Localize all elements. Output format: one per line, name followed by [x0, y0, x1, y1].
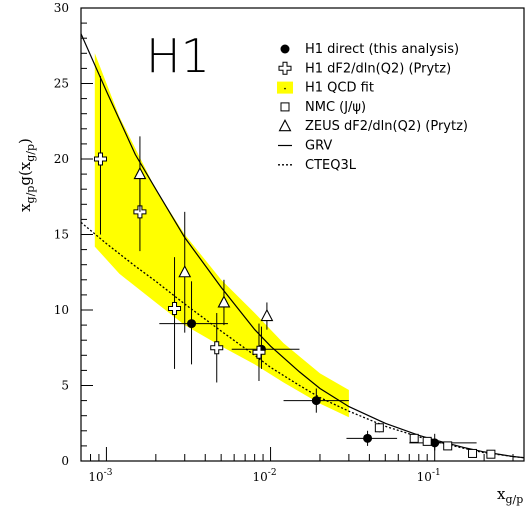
- nmc-marker: [409, 433, 419, 443]
- zeus-marker: [260, 308, 274, 322]
- h1_prytz-point: [210, 313, 224, 383]
- h1_prytz-point: [252, 323, 266, 381]
- zeus-marker: [217, 295, 231, 308]
- y-tick-label: 20: [54, 152, 69, 166]
- y-tick-label: 15: [54, 228, 69, 242]
- zeus-point: [178, 211, 192, 333]
- nmc-point: [374, 423, 384, 433]
- theory-curves-layer: [80, 33, 525, 459]
- h1_prytz-marker: [252, 345, 266, 359]
- legend-item-qcd_fit: H1 QCD fit: [277, 81, 374, 96]
- legend-item-h1_prytz: H1 dF2/dln(Q2) (Prytz): [278, 61, 451, 76]
- h1_prytz-point: [168, 257, 182, 369]
- data-points-layer: [93, 75, 496, 459]
- h1_prytz-marker: [93, 152, 107, 166]
- legend-marker: [278, 119, 292, 132]
- x-label-main: x: [497, 485, 506, 503]
- qcd-fit-band-layer: [94, 53, 349, 418]
- legend-label: CTEQ3L: [305, 158, 357, 173]
- y-axis-label: xg/pg(xg/p): [16, 138, 37, 212]
- y-label-sub1: g/p: [24, 186, 37, 204]
- h1_direct-point: [283, 388, 349, 413]
- legend-label: NMC (J/ψ): [305, 100, 366, 115]
- zeus-marker: [133, 166, 147, 180]
- x-tick-label: 10-2: [253, 468, 277, 484]
- y-tick-label: 0: [61, 454, 69, 468]
- h1-logo: H1: [146, 29, 210, 83]
- h1_prytz-marker: [168, 301, 182, 315]
- h1_direct-point: [346, 430, 398, 446]
- legend-marker: [280, 102, 290, 112]
- h1_direct-marker: [187, 319, 197, 329]
- legend-item-grv: GRV: [278, 139, 332, 154]
- qcd-fit-band: [94, 53, 349, 418]
- y-label-sub2: g/p: [24, 144, 37, 162]
- nmc-point: [409, 433, 419, 443]
- nmc-point: [443, 441, 453, 451]
- legend-marker: [280, 44, 290, 54]
- h1_direct-marker: [430, 438, 440, 448]
- zeus-marker: [178, 265, 192, 278]
- x-label-sub: g/p: [505, 493, 523, 506]
- y-tick-label: 30: [54, 1, 69, 15]
- legend-item-cteq: CTEQ3L: [278, 158, 357, 173]
- nmc-marker: [443, 441, 453, 451]
- y-label-close: ): [16, 138, 34, 144]
- h1_direct-marker: [363, 433, 373, 443]
- legend-marker: [278, 61, 292, 75]
- grv-curve: [80, 33, 525, 459]
- legend-item-h1_direct: H1 direct (this analysis): [280, 42, 459, 57]
- legend-label: GRV: [305, 139, 332, 154]
- legend-label: H1 QCD fit: [305, 81, 374, 96]
- h1_prytz-point: [93, 75, 107, 235]
- y-tick-label: 5: [61, 379, 69, 393]
- x-axis-label: xg/p: [497, 485, 523, 506]
- legend-band-dot: [284, 87, 286, 90]
- nmc-point: [422, 436, 432, 446]
- y-label-mid: g(x: [16, 161, 34, 185]
- axes-layer: 0 5 10 15 20 25 30 10-3 10-2 10-1: [54, 1, 514, 484]
- x-tick-label: 10-1: [417, 468, 441, 484]
- nmc-marker: [486, 449, 496, 459]
- h1_direct-marker: [311, 396, 321, 406]
- y-label-main: x: [16, 203, 34, 212]
- nmc-point: [486, 449, 496, 459]
- legend-label: ZEUS dF2/dln(Q2) (Prytz): [305, 119, 468, 134]
- zeus-point: [217, 279, 231, 326]
- x-tick-label: 10-3: [88, 468, 112, 484]
- legend: H1 direct (this analysis) H1 dF2/dln(Q2) …: [277, 42, 468, 173]
- legend-band-swatch: [277, 81, 293, 94]
- nmc-point: [468, 448, 478, 458]
- zeus-point: [133, 136, 147, 212]
- cteq-curve: [80, 221, 525, 459]
- legend-label: H1 direct (this analysis): [305, 42, 459, 57]
- nmc-marker: [468, 448, 478, 458]
- h1_prytz-marker: [210, 341, 224, 355]
- legend-label: H1 dF2/dln(Q2) (Prytz): [305, 61, 451, 76]
- y-tick-label: 25: [54, 77, 69, 91]
- y-tick-label: 10: [54, 303, 69, 317]
- nmc-marker: [374, 423, 384, 433]
- nmc-marker: [422, 436, 432, 446]
- legend-item-nmc: NMC (J/ψ): [280, 100, 366, 115]
- zeus-point: [260, 302, 274, 330]
- legend-item-zeus: ZEUS dF2/dln(Q2) (Prytz): [278, 119, 468, 134]
